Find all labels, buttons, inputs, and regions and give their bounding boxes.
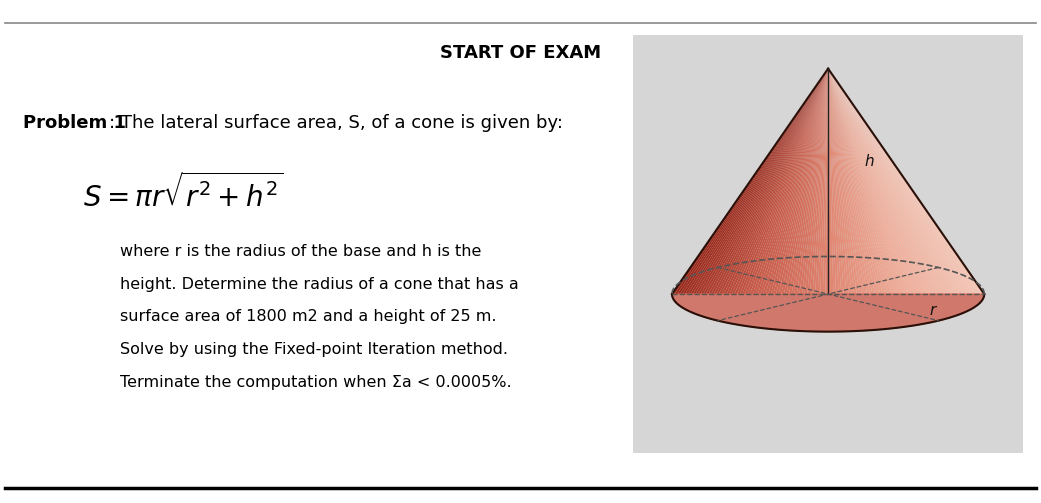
Text: Solve by using the Fixed-point Iteration method.: Solve by using the Fixed-point Iteration… [120,342,508,357]
Text: START OF EXAM: START OF EXAM [440,44,601,62]
Text: Terminate the computation when Σa < 0.0005%.: Terminate the computation when Σa < 0.00… [120,375,511,390]
Text: $S = \pi r\sqrt{r^2 + h^2}$: $S = \pi r\sqrt{r^2 + h^2}$ [83,174,284,213]
Text: r: r [930,303,936,318]
Text: where r is the radius of the base and h is the: where r is the radius of the base and h … [120,244,481,259]
Text: surface area of 1800 m2 and a height of 25 m.: surface area of 1800 m2 and a height of … [120,309,497,324]
Text: h: h [864,154,874,169]
FancyBboxPatch shape [633,35,1023,453]
Polygon shape [671,294,984,331]
Text: Problem 1: Problem 1 [23,114,126,132]
Text: : The lateral surface area, S, of a cone is given by:: : The lateral surface area, S, of a cone… [109,114,563,132]
Text: height. Determine the radius of a cone that has a: height. Determine the radius of a cone t… [120,277,518,292]
